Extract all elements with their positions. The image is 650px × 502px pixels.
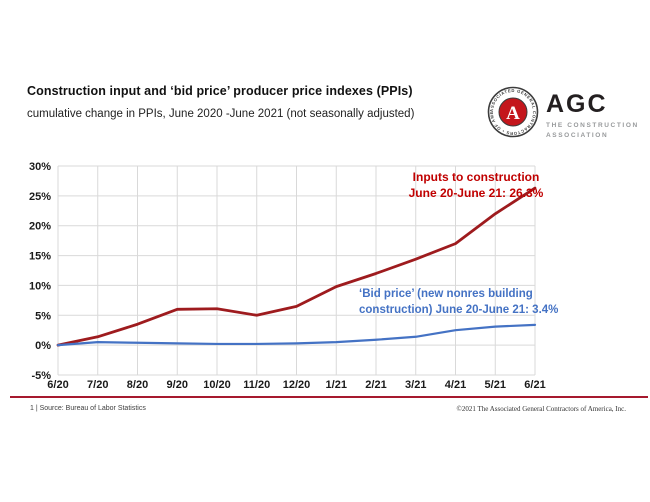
annotation-inputs-line2: June 20-June 21: 26.3% — [409, 186, 544, 200]
x-tick-label: 7/20 — [87, 379, 108, 391]
x-tick-label: 6/21 — [524, 379, 545, 391]
agc-wordmark: AGC THE CONSTRUCTION ASSOCIATION — [546, 86, 639, 141]
svg-text:A: A — [506, 103, 520, 124]
x-tick-label: 4/21 — [445, 379, 466, 391]
y-tick-label: -5% — [31, 370, 51, 382]
grid-layer — [57, 165, 536, 376]
footer-divider — [10, 396, 648, 398]
footer-source: 1 | Source: Bureau of Labor Statistics — [30, 405, 146, 412]
annotation-inputs-line1: Inputs to construction — [413, 170, 540, 184]
series-layer — [56, 186, 537, 347]
x-tick-label: 8/20 — [127, 379, 148, 391]
x-tick-label: 3/21 — [405, 379, 426, 391]
x-tick-label: 12/20 — [283, 379, 311, 391]
y-tick-label: 20% — [29, 221, 51, 233]
y-tick-label: 0% — [35, 340, 51, 352]
x-tick-label: 1/21 — [326, 379, 347, 391]
y-tick-label: 25% — [29, 191, 51, 203]
y-tick-label: 10% — [29, 280, 51, 292]
agc-abbr: AGC — [546, 90, 608, 118]
y-tick-label: 30% — [29, 161, 51, 173]
footer-copyright: ©2021 The Associated General Contractors… — [456, 405, 626, 413]
x-tick-label: 2/21 — [365, 379, 386, 391]
x-tick-label: 6/20 — [47, 379, 68, 391]
x-tick-label: 9/20 — [167, 379, 188, 391]
chart-subtitle: cumulative change in PPIs, June 2020 -Ju… — [27, 108, 415, 120]
annotation-inputs: Inputs to construction June 20-June 21: … — [409, 170, 544, 200]
chart-title: Construction input and ‘bid price’ produ… — [27, 84, 413, 98]
tick-layer: 30% 25% 20% 15% 10% 5% 0% -5%6/20 7/20 8/20 9/20 10… — [29, 161, 546, 391]
annotation-bidprice: ‘Bid price’ (new nonres building constru… — [359, 288, 558, 316]
annotation-bidprice-line1: ‘Bid price’ (new nonres building — [359, 288, 533, 300]
x-tick-label: 11/20 — [243, 379, 270, 391]
y-tick-label: 5% — [35, 310, 51, 322]
annotation-bidprice-line2: construction) June 20-June 21: 3.4% — [359, 304, 558, 316]
x-tick-label: 10/20 — [203, 379, 231, 391]
agc-tagline: THE CONSTRUCTION ASSOCIATION — [546, 122, 639, 139]
x-tick-label: 5/21 — [485, 379, 506, 391]
agc-seal-icon: ASSOCIATED GENERAL CONTRACTORS • OF AMER… — [487, 86, 539, 138]
agc-logo: ASSOCIATED GENERAL CONTRACTORS • OF AMER… — [487, 86, 639, 141]
series-line-1 — [56, 323, 537, 347]
series-line-0 — [56, 186, 537, 347]
y-tick-label: 15% — [29, 251, 51, 263]
